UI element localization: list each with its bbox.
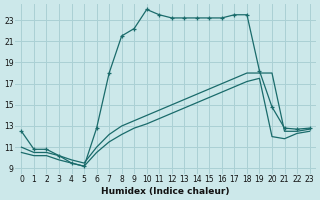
X-axis label: Humidex (Indice chaleur): Humidex (Indice chaleur) xyxy=(101,187,230,196)
